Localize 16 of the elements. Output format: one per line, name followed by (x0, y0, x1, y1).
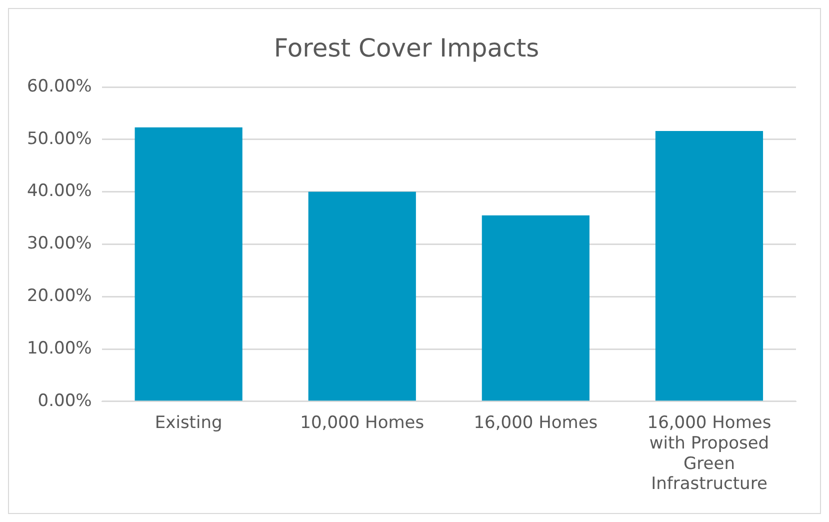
x-tick-label: Existing (154, 413, 222, 434)
y-tick-label: 20.00% (26, 286, 92, 306)
y-tick-label: 30.00% (26, 234, 92, 254)
x-tick-label: 16,000 Homes with Proposed Green Infrastructure (647, 413, 772, 494)
y-tick-label: 0.00% (38, 390, 92, 411)
x-tick-label: 10,000 Homes (300, 413, 424, 434)
bar (655, 131, 764, 401)
y-tick-label: 40.00% (26, 181, 92, 202)
bar (482, 215, 590, 401)
bar (308, 192, 416, 401)
y-tick-label: 60.00% (26, 76, 92, 96)
chart-title: Forest Cover Impacts (274, 34, 540, 62)
x-tick-label: 16,000 Homes (474, 413, 598, 434)
bar (134, 127, 242, 401)
y-tick-label: 10.00% (26, 338, 92, 358)
y-tick-label: 50.00% (26, 128, 92, 149)
